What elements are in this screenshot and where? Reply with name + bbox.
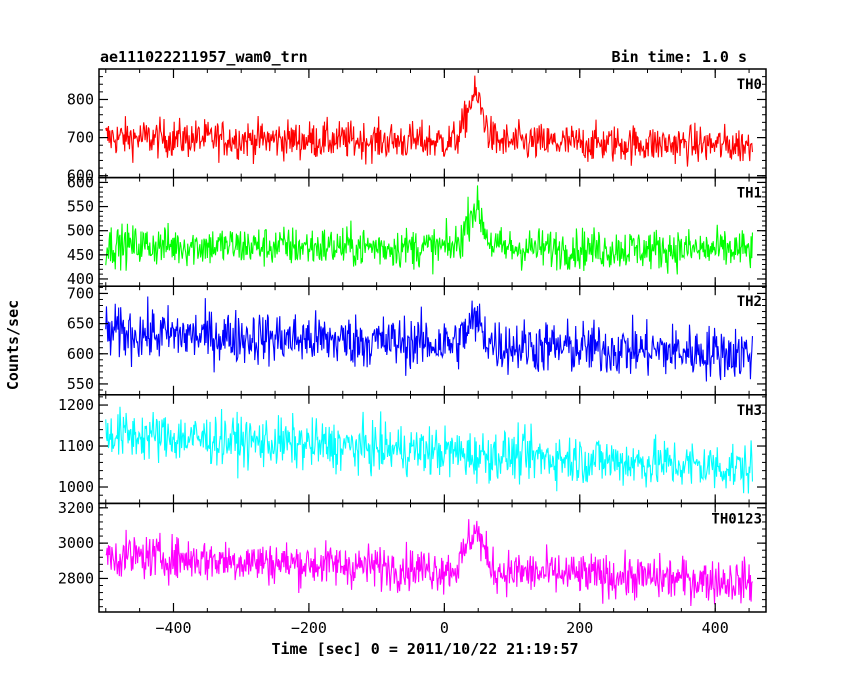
series-line-th2 [105,296,754,382]
panel-th0: 600 700 800 TH0 [67,68,767,185]
y-tick-label: 1000 [58,478,94,496]
x-tick-label: 200 [566,619,593,637]
panel-label-th1: TH1 [737,186,762,202]
y-tick-label: 400 [67,270,94,288]
panel-label-th2: TH2 [737,294,762,310]
panel-th2: 550 600 650 700 TH2 [67,284,767,396]
x-tick-label: −200 [291,619,327,637]
panel-label-th3: TH3 [737,403,762,419]
panel-th1: 400 450 500 550 600 TH1 [67,173,767,288]
y-tick-label: 3200 [58,499,94,517]
y-tick-label: 650 [67,315,94,333]
series-line-th0123 [105,519,753,607]
panels-group: 600 700 800 TH0 400 450 500 550 600 TH1 550 600 650 7… [58,68,767,613]
panel-frame [98,68,767,179]
series-line-th3 [105,406,754,494]
y-tick-label: 800 [67,90,94,108]
chart-title-left: ae111022211957_wam0_trn [100,48,308,66]
x-axis: −400 −200 0 200 400 [155,619,728,637]
x-tick-label: 400 [702,619,729,637]
y-tick-label: 700 [67,284,94,302]
series-line-th1 [105,185,754,275]
y-tick-label: 450 [67,246,94,264]
y-tick-label: 600 [67,345,94,363]
panel-th0123: 2800 3000 3200 TH0123 [58,499,767,613]
x-tick-label: −400 [155,619,191,637]
chart-title-right: Bin time: 1.0 s [612,48,747,66]
panel-frame [98,502,767,613]
y-tick-label: 550 [67,375,94,393]
y-tick-label: 600 [67,167,94,185]
y-tick-label: 1100 [58,437,94,455]
y-axis-label: Counts/sec [4,300,22,390]
y-tick-label: 600 [67,173,94,191]
x-tick-label: 0 [440,619,449,637]
y-tick-label: 500 [67,222,94,240]
y-tick-label: 550 [67,198,94,216]
y-tick-label: 700 [67,129,94,147]
panel-th3: 1000 1100 1200 TH3 [58,394,767,505]
y-tick-label: 2800 [58,569,94,587]
panel-label-th0: TH0 [737,77,762,93]
y-tick-label: 3000 [58,534,94,552]
panel-label-th0123: TH0123 [711,511,762,527]
y-tick-label: 1200 [58,396,94,414]
series-line-th0 [105,75,754,167]
x-axis-label: Time [sec] 0 = 2011/10/22 21:19:57 [271,640,578,658]
